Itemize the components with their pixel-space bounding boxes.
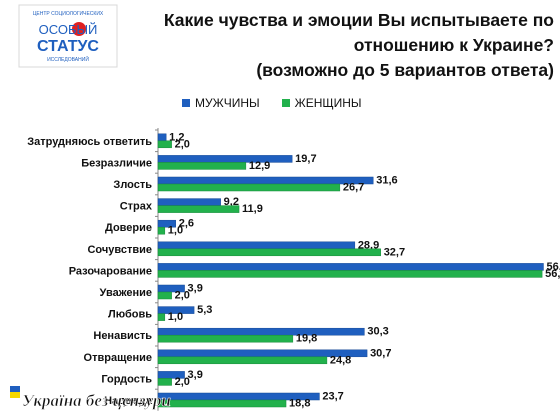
logo: ЦЕНТР СОЦИОЛОГИЧЕСКИХ ОСОБЫЙ СТАТУС ИССЛ… — [18, 4, 118, 68]
bar-women — [157, 226, 166, 235]
bar-men — [157, 176, 374, 185]
value-label-men: 56,6 — [546, 261, 560, 273]
logo-top-text: ЦЕНТР СОЦИОЛОГИЧЕСКИХ — [33, 11, 104, 17]
bar-men — [157, 306, 195, 314]
category-label: Сочувствие — [87, 244, 152, 256]
bar-women — [157, 399, 287, 408]
bar-men — [157, 133, 167, 142]
value-label-women: 2,0 — [175, 290, 190, 302]
category-label: Доверие — [105, 222, 152, 234]
bar-women — [157, 140, 172, 149]
legend-label-men: МУЖЧИНЫ — [195, 96, 260, 110]
bar-women — [157, 291, 172, 300]
category-label: Надежда — [104, 395, 153, 407]
category-label: Отвращение — [84, 352, 152, 364]
legend-item-men: МУЖЧИНЫ — [182, 96, 260, 110]
value-label-men: 30,7 — [370, 347, 391, 359]
bar-women — [157, 356, 328, 365]
bar-women — [157, 205, 240, 213]
bar-women — [157, 270, 543, 278]
watermark: Україна без цензури — [10, 386, 171, 410]
value-label-men: 3,9 — [188, 369, 203, 381]
legend-swatch-women — [281, 99, 290, 107]
legend-item-women: ЖЕНЩИНЫ — [281, 96, 362, 110]
value-label-women: 26,7 — [343, 182, 364, 194]
value-label-men: 9,2 — [224, 196, 239, 208]
ukraine-flag-icon-lower — [10, 392, 20, 398]
legend-label-women: ЖЕНЩИНЫ — [294, 96, 362, 110]
value-label-women: 12,9 — [249, 160, 270, 172]
category-label: Гордость — [101, 373, 152, 385]
category-label: Уважение — [100, 287, 152, 299]
value-label-women: 24,8 — [330, 354, 351, 366]
bar-men — [157, 263, 544, 271]
logo-bottom-text: ИССЛЕДОВАНИЙ — [47, 55, 89, 63]
value-label-men: 19,7 — [295, 153, 316, 165]
watermark-text: Україна без цензури — [22, 391, 171, 410]
logo-line2: СТАТУС — [37, 38, 99, 55]
value-label-women: 56,4 — [545, 268, 560, 280]
bar-women — [157, 248, 381, 257]
bar-men — [157, 219, 176, 228]
value-label-men: 31,6 — [376, 175, 397, 187]
value-label-men: 23,7 — [322, 391, 343, 403]
category-label: Безразличие — [81, 157, 152, 169]
title-line-2: отношению к Украине? — [353, 35, 554, 55]
value-label-women: 2,0 — [175, 376, 190, 388]
category-label: Затрудняюсь ответить — [27, 136, 152, 148]
category-label: Любовь — [108, 309, 152, 321]
bar-women — [157, 313, 166, 321]
logo-red-circle-icon — [72, 22, 86, 36]
chart-title: Какие чувства и эмоции Вы испытываете по… — [134, 8, 554, 83]
value-label-men: 3,9 — [188, 283, 203, 295]
bar-women — [157, 183, 341, 192]
value-label-men: 1,2 — [169, 131, 184, 143]
category-label: Ненависть — [93, 330, 152, 342]
value-label-men: 5,3 — [197, 304, 212, 316]
bar-women — [157, 334, 294, 343]
bar-men — [157, 241, 356, 250]
logo-line1: ОСОБЫЙ — [39, 22, 98, 37]
category-label: Страх — [120, 201, 153, 213]
value-label-women: 19,8 — [296, 333, 317, 345]
ukraine-flag-icon — [10, 386, 20, 392]
title-line-1: Какие чувства и эмоции Вы испытываете по — [163, 10, 554, 30]
bar-men — [157, 327, 365, 336]
bar-men — [157, 198, 221, 206]
category-label: Разочарование — [69, 265, 152, 277]
bar-women — [157, 378, 172, 386]
bar-women — [157, 162, 247, 170]
bar-men — [157, 155, 293, 163]
value-label-women: 18,8 — [289, 398, 310, 410]
value-label-women: 1,0 — [168, 311, 183, 323]
value-label-men: 30,3 — [367, 326, 388, 338]
title-line-3: (возможно до 5 вариантов ответа) — [256, 60, 554, 80]
value-label-men: 28,9 — [358, 239, 379, 251]
value-label-women: 2,0 — [175, 138, 190, 150]
legend-swatch-men — [182, 99, 190, 107]
value-label-women: 1,0 — [168, 225, 183, 237]
value-label-women: 11,9 — [242, 203, 263, 215]
category-label: Злость — [113, 179, 152, 191]
legend: МУЖЧИНЫ ЖЕНЩИНЫ — [182, 96, 362, 110]
value-label-men: 2,6 — [179, 218, 194, 230]
value-label-women: 32,7 — [384, 246, 405, 258]
